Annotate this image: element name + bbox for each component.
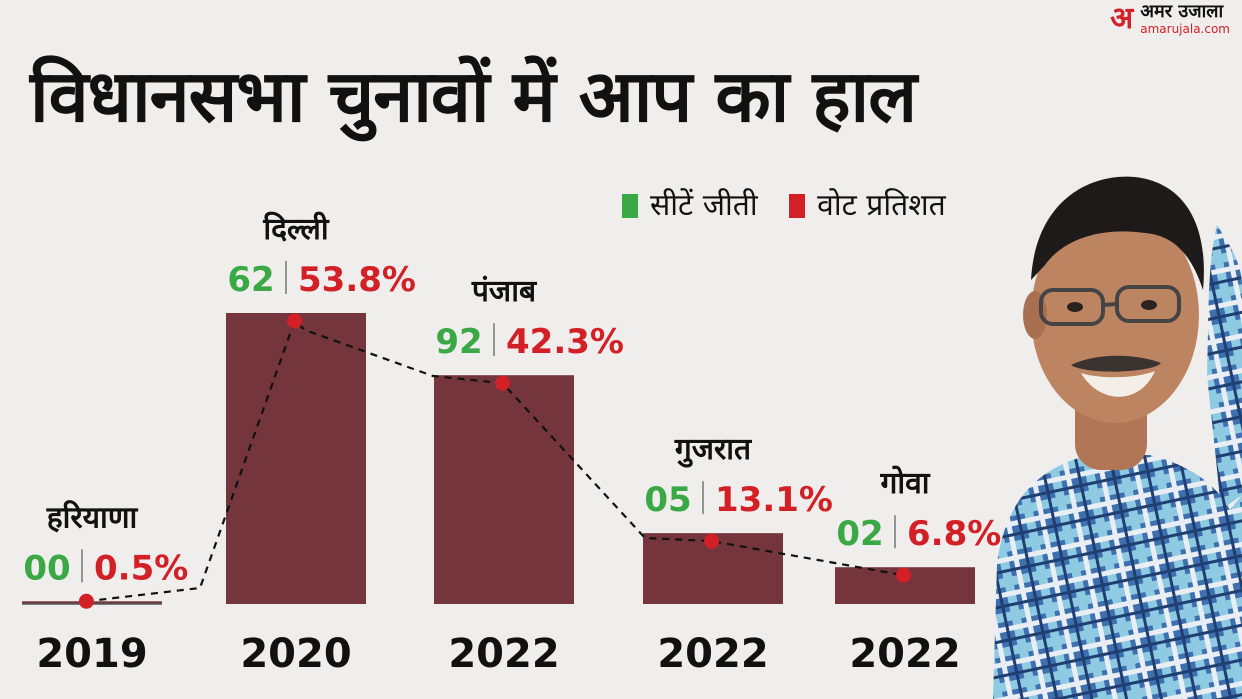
data-point — [704, 533, 720, 549]
year-label: 2022 — [657, 631, 768, 677]
data-point — [287, 313, 303, 329]
seats-label: 00 — [23, 548, 70, 588]
state-label: पंजाब — [471, 274, 538, 309]
vote-label: 53.8% — [298, 260, 416, 300]
legend-item-vote: वोट प्रतिशत — [789, 186, 946, 226]
logo-name: अमर उजाला — [1140, 1, 1224, 22]
data-point — [896, 567, 912, 583]
seats-label: 05 — [644, 480, 691, 520]
state-label: हरियाणा — [46, 499, 139, 535]
legend-label-seats: सीटें जीती — [650, 188, 758, 223]
seats-label: 62 — [227, 260, 274, 300]
vote-label: 42.3% — [506, 322, 624, 362]
logo-text: अमर उजाला amarujala.com — [1140, 1, 1230, 37]
legend-item-seats: सीटें जीती — [622, 186, 758, 226]
logo-mark: अ — [1110, 1, 1134, 36]
politician-photo — [993, 176, 1242, 699]
vote-label: 6.8% — [907, 514, 1001, 554]
state-label: दिल्ली — [262, 211, 330, 247]
year-label: 2020 — [240, 631, 351, 677]
legend-swatch-vote — [789, 194, 806, 218]
data-point — [495, 375, 511, 391]
amar-ujala-logo: अ अमर उजाला amarujala.com — [1110, 1, 1230, 37]
chart-title: विधानसभा चुनावों में आप का हाल — [30, 54, 917, 138]
legend-swatch-seats — [622, 194, 638, 218]
seats-label: 02 — [836, 514, 883, 554]
legend-label-vote: वोट प्रतिशत — [817, 188, 946, 223]
bar — [434, 375, 574, 604]
logo-url: amarujala.com — [1140, 22, 1230, 36]
year-label: 2019 — [36, 631, 147, 677]
legend: सीटें जीती वोट प्रतिशत — [622, 186, 968, 226]
state-label: गोवा — [879, 465, 930, 501]
seats-label: 92 — [435, 322, 482, 362]
data-point — [78, 593, 94, 609]
year-label: 2022 — [448, 631, 559, 677]
vote-label: 13.1% — [715, 480, 833, 520]
trend-line — [86, 319, 904, 603]
year-label: 2022 — [849, 631, 960, 677]
state-label: गुजरात — [674, 432, 753, 468]
vote-label: 0.5% — [94, 548, 188, 588]
bar — [226, 313, 366, 604]
